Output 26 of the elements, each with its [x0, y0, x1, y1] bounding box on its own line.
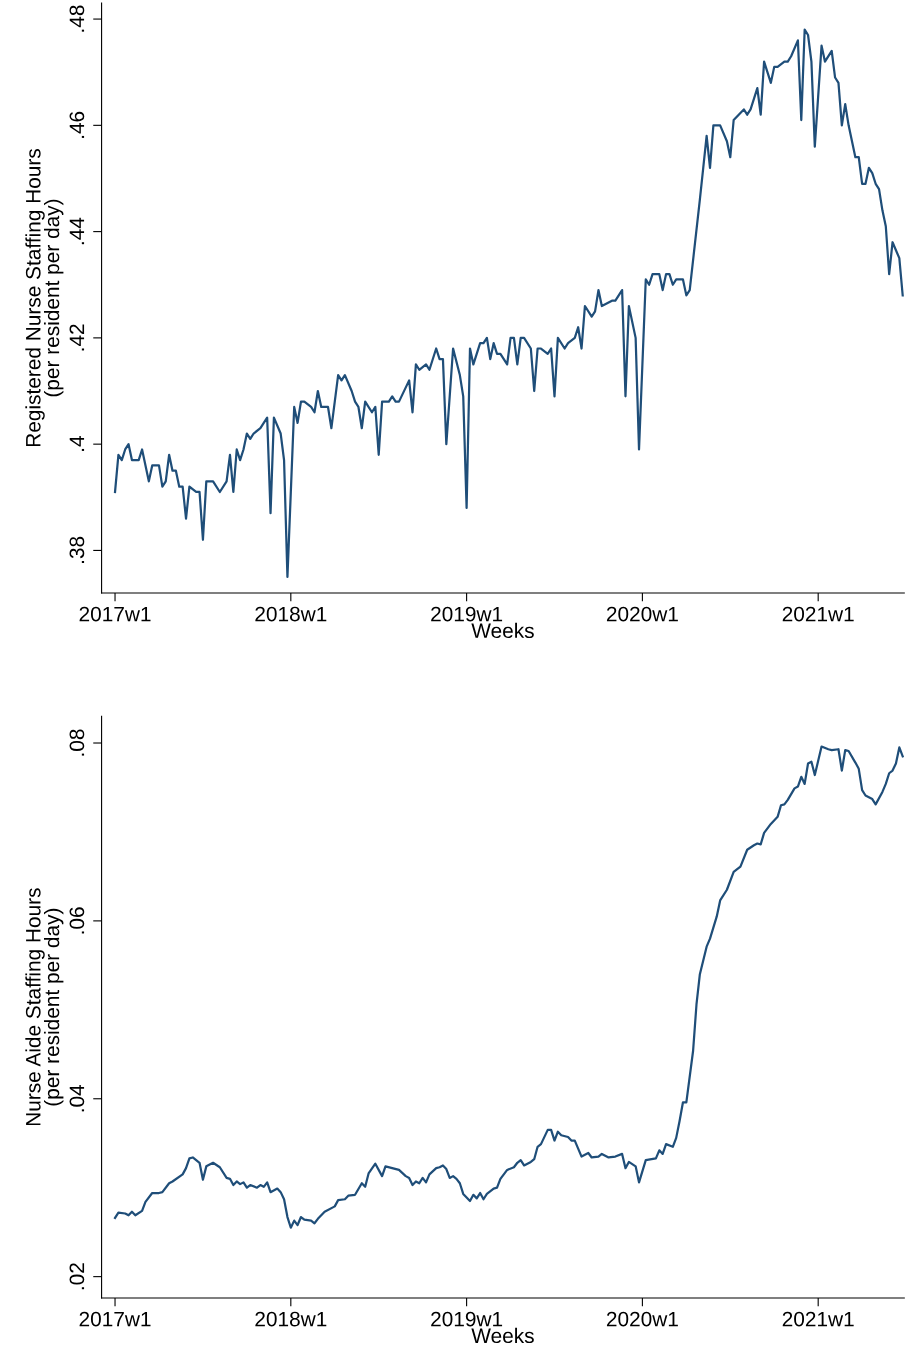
x-tick-label: 2018w1 — [255, 1311, 327, 1327]
x-tick-label: 2019w1 — [431, 606, 503, 622]
x-tick-label: 2017w1 — [79, 606, 151, 622]
line-series — [113, 28, 904, 579]
y-tick-label: .06 — [69, 907, 85, 934]
y-tick-label: .08 — [69, 729, 85, 756]
y-axis-title: Registered Nurse Staffing Hours (per resident per day) — [25, 149, 64, 447]
y-tick-label: .48 — [69, 5, 85, 32]
x-tick-label: 2020w1 — [606, 1311, 678, 1327]
y-tick-label: .02 — [69, 1263, 85, 1290]
y-tick-label: .42 — [69, 324, 85, 351]
line-series — [113, 745, 904, 1229]
x-tick-label: 2021w1 — [782, 606, 854, 622]
y-axis-title: Nurse Aide Staffing Hours (per resident per day) — [25, 888, 64, 1126]
x-tick-label: 2017w1 — [79, 1311, 151, 1327]
x-axis-title: Weeks — [471, 622, 534, 639]
x-tick-label: 2021w1 — [782, 1311, 854, 1327]
y-tick-label: .38 — [69, 536, 85, 563]
x-tick-label: 2020w1 — [606, 606, 678, 622]
y-tick-label: .04 — [69, 1084, 85, 1112]
x-tick-label: 2019w1 — [431, 1311, 503, 1327]
x-tick-label: 2018w1 — [255, 606, 327, 622]
x-axis-title: Weeks — [471, 1327, 534, 1344]
y-tick-label: .46 — [69, 111, 85, 138]
y-tick-label: .44 — [69, 217, 85, 245]
y-tick-label: .4 — [69, 436, 85, 451]
